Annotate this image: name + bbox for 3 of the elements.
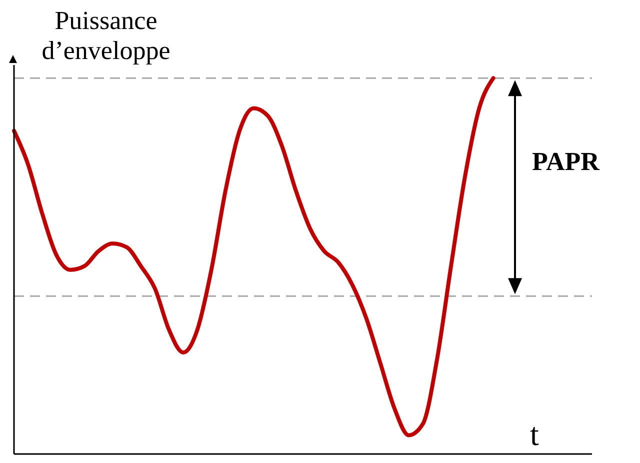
annotation: PAPR — [532, 147, 600, 178]
y-axis-title: Puissance d’enveloppe — [40, 6, 172, 66]
x-axis-title: t — [530, 416, 539, 453]
